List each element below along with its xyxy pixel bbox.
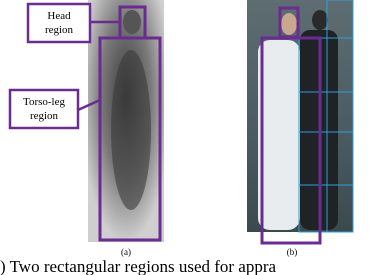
- figure: Headregion Torso-legregion (a) (b) ) Two…: [0, 0, 381, 275]
- caption: ) Two rectangular regions used for appra: [0, 257, 277, 275]
- subcaption: (b): [287, 247, 298, 257]
- subcaption: (a): [121, 247, 131, 257]
